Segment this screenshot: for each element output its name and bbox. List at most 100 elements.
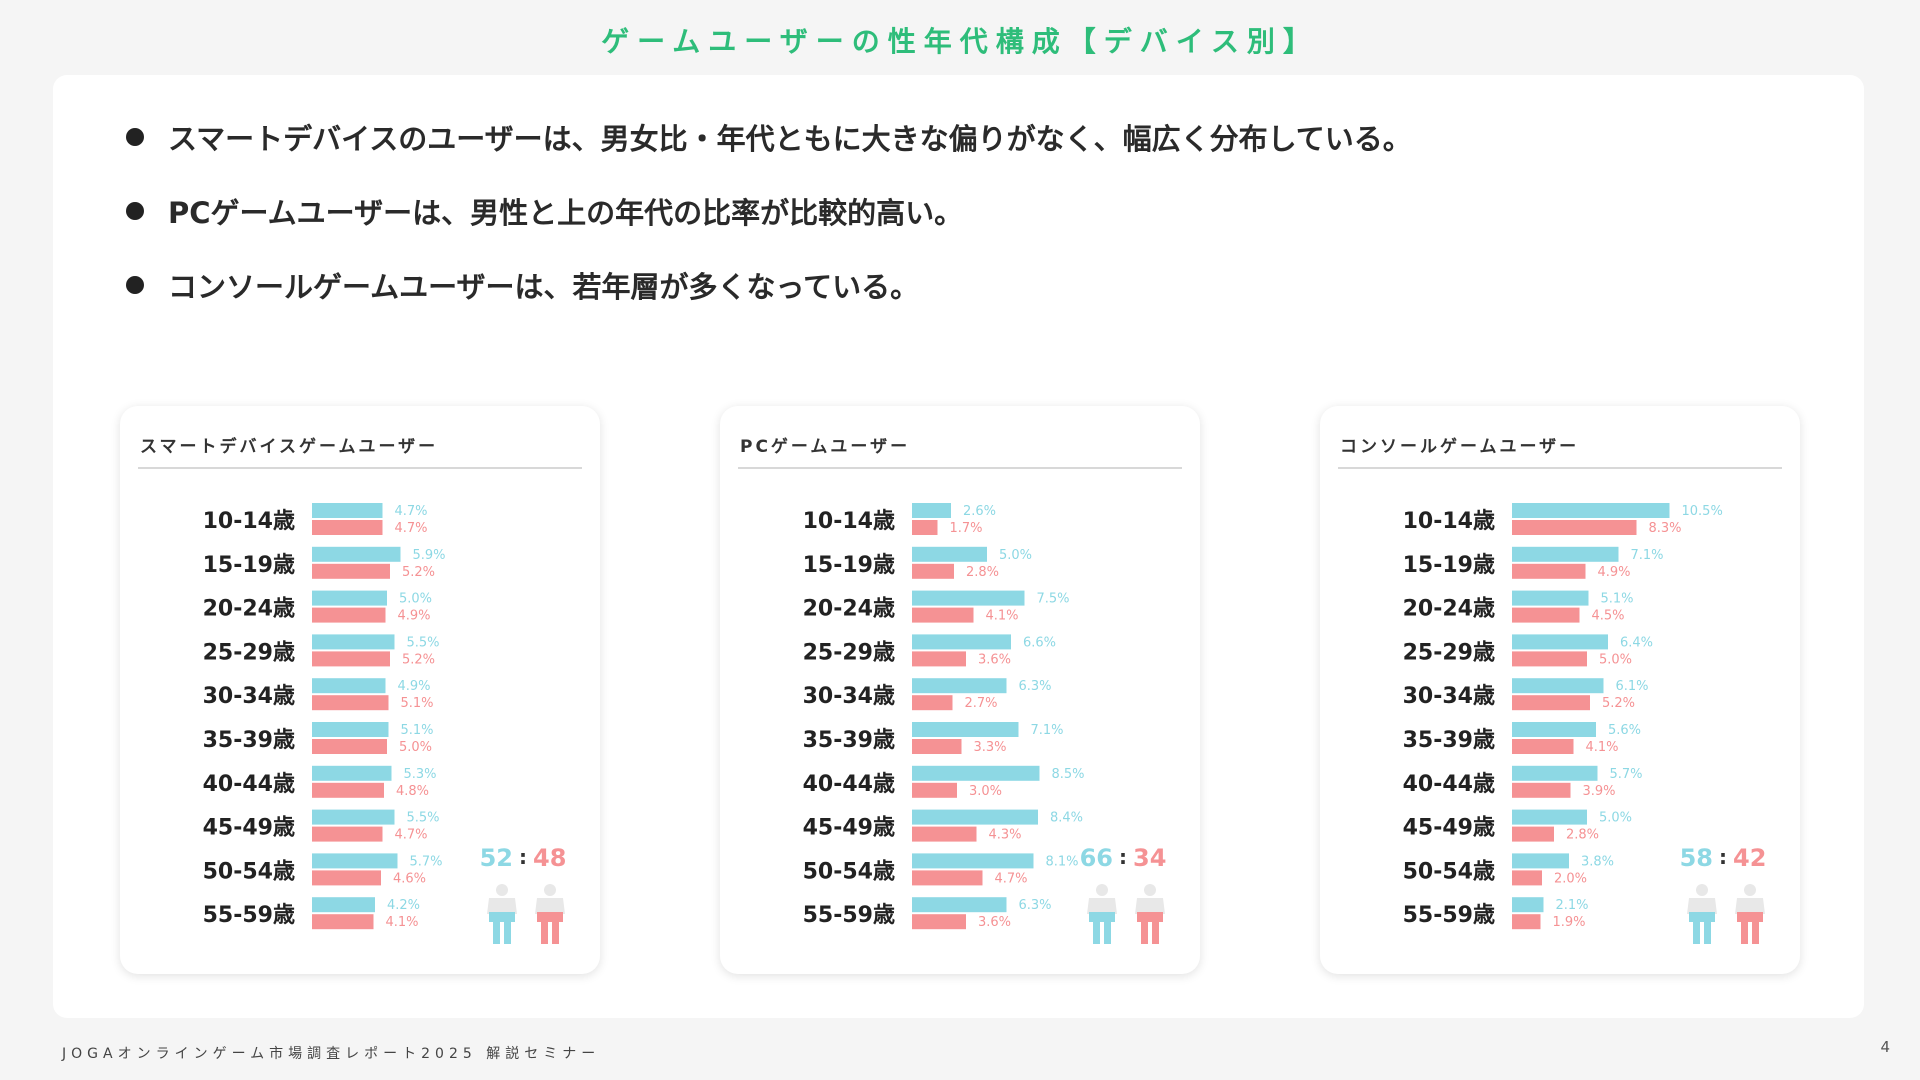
torso (1735, 898, 1765, 914)
male-bar (912, 897, 1007, 913)
ratio-separator: : (1119, 845, 1127, 869)
age-label: 45-49歳 (1403, 816, 1495, 841)
male-bar (1512, 897, 1544, 913)
chart-title: PCゲームユーザー (740, 437, 911, 457)
age-label: 10-14歳 (203, 509, 295, 534)
left-leg (1093, 920, 1100, 944)
male-value-label: 5.9% (413, 548, 446, 563)
right-leg (552, 920, 559, 944)
age-label: 15-19歳 (1403, 553, 1495, 578)
male-bar (912, 546, 987, 562)
footer-text: JOGAオンラインゲーム市場調査レポート2025 解説セミナー (62, 1046, 601, 1062)
female-value-label: 1.7% (950, 521, 983, 536)
female-value-label: 5.0% (399, 740, 432, 755)
female-bar (1512, 695, 1590, 711)
age-label: 40-44歳 (1403, 772, 1495, 797)
age-label: 25-29歳 (1403, 640, 1495, 665)
bullet-item: PCゲームユーザーは、男性と上の年代の比率が比較的高い。 (126, 174, 1412, 248)
male-ratio: 58 (1680, 844, 1713, 872)
female-value-label: 1.9% (1553, 915, 1586, 930)
female-bar (912, 826, 977, 842)
male-ratio: 66 (1080, 844, 1113, 872)
male-value-label: 4.2% (387, 898, 420, 913)
age-label: 40-44歳 (803, 772, 895, 797)
female-value-label: 5.2% (402, 652, 435, 667)
bullet-dot-icon (126, 128, 144, 146)
male-bar (312, 590, 387, 606)
left-leg (1693, 920, 1700, 944)
male-value-label: 6.1% (1616, 679, 1649, 694)
chart-divider (738, 467, 1182, 469)
age-label: 55-59歳 (1403, 903, 1495, 928)
male-bar (312, 546, 401, 562)
female-value-label: 5.2% (402, 565, 435, 580)
age-label: 55-59歳 (203, 903, 295, 928)
male-value-label: 5.0% (1599, 811, 1632, 826)
age-label: 20-24歳 (803, 597, 895, 622)
female-value-label: 3.3% (974, 740, 1007, 755)
male-value-label: 6.3% (1019, 679, 1052, 694)
male-value-label: 5.3% (404, 767, 437, 782)
bullet-text: コンソールゲームユーザーは、若年層が多くなっている。 (168, 270, 920, 304)
male-value-label: 5.1% (1601, 592, 1634, 607)
female-value-label: 4.1% (386, 915, 419, 930)
female-bar (312, 782, 384, 798)
waist (1737, 912, 1763, 922)
female-bar (1512, 520, 1637, 535)
waist (489, 912, 515, 922)
age-label: 45-49歳 (803, 816, 895, 841)
female-value-label: 3.0% (969, 784, 1002, 799)
bullet-text: スマートデバイスのユーザーは、男女比・年代ともに大きな偏りがなく、幅広く分布して… (168, 122, 1412, 156)
age-label: 10-14歳 (803, 509, 895, 534)
male-person-icon (1687, 884, 1717, 944)
male-value-label: 6.6% (1023, 635, 1056, 650)
torso (1087, 898, 1117, 914)
male-person-icon (1087, 884, 1117, 944)
chart-divider (138, 467, 582, 469)
female-value-label: 8.3% (1649, 521, 1682, 536)
male-bar (312, 765, 392, 781)
female-value-label: 2.8% (1566, 828, 1599, 843)
torso (1687, 898, 1717, 914)
bullet-dot-icon (126, 202, 144, 220)
left-leg (1141, 920, 1148, 944)
male-value-label: 7.5% (1037, 592, 1070, 607)
torso (1135, 898, 1165, 914)
chart-card-console: コンソールゲームユーザー 10-14歳 10.5% 8.3% 15-19歳 7.1% 4.… (1320, 406, 1800, 974)
chart-card-pc: PCゲームユーザー 10-14歳 2.6% 1.7% 15-19歳 5.0% 2.8% 20… (720, 406, 1200, 974)
left-leg (1741, 920, 1748, 944)
female-value-label: 3.9% (1583, 784, 1616, 799)
age-label: 30-34歳 (803, 684, 895, 709)
female-value-label: 4.7% (395, 521, 428, 536)
waist (1089, 912, 1115, 922)
male-bar (912, 503, 951, 518)
male-bar (312, 503, 383, 518)
age-label: 10-14歳 (1403, 509, 1495, 534)
female-value-label: 3.6% (978, 652, 1011, 667)
male-value-label: 5.5% (407, 811, 440, 826)
male-bar (912, 722, 1019, 737)
female-bar (912, 563, 954, 579)
age-label: 35-39歳 (803, 728, 895, 753)
male-value-label: 4.7% (395, 504, 428, 519)
male-value-label: 6.3% (1019, 898, 1052, 913)
age-label: 15-19歳 (203, 553, 295, 578)
age-label: 50-54歳 (803, 859, 895, 884)
female-bar (312, 695, 389, 711)
male-value-label: 5.7% (410, 854, 443, 869)
age-label: 55-59歳 (803, 903, 895, 928)
age-label: 30-34歳 (203, 684, 295, 709)
female-bar (912, 870, 983, 886)
head (544, 884, 556, 896)
age-label: 35-39歳 (1403, 728, 1495, 753)
female-value-label: 4.9% (398, 609, 431, 624)
male-bar (1512, 546, 1619, 562)
chart-divider (1338, 467, 1782, 469)
age-label: 15-19歳 (803, 553, 895, 578)
waist (1137, 912, 1163, 922)
male-bar (1512, 722, 1596, 737)
bullet-item: コンソールゲームユーザーは、若年層が多くなっている。 (126, 248, 1412, 322)
male-bar (1512, 503, 1670, 518)
male-bar (912, 678, 1007, 694)
page-title: ゲームユーザーの性年代構成【デバイス別】 (601, 25, 1319, 58)
